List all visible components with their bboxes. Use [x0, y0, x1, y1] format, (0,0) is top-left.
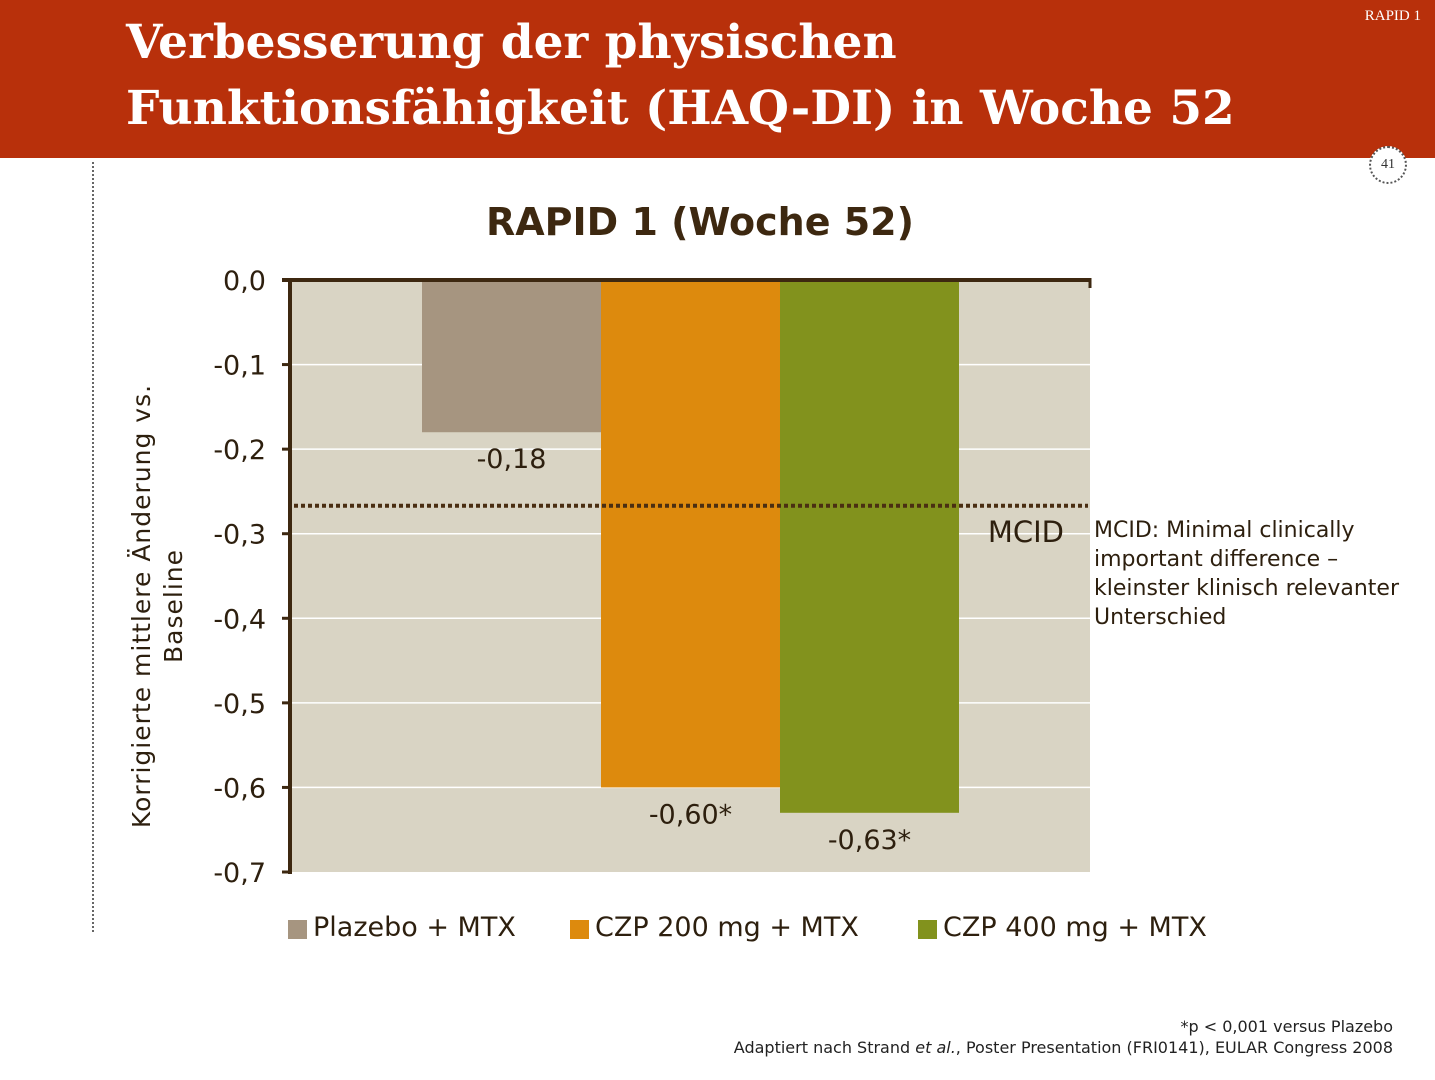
mcid-label: MCID — [988, 515, 1064, 549]
y-tick-label: -0,1 — [213, 351, 266, 382]
legend-label-czp200: CZP 200 mg + MTX — [595, 912, 859, 943]
y-tick-label: -0,7 — [213, 858, 266, 889]
bar-placebo — [422, 280, 601, 433]
y-tick-label: -0,6 — [213, 773, 266, 804]
legend-swatch-placebo — [288, 920, 307, 939]
slide-tag: RAPID 1 — [1364, 8, 1421, 24]
data-label-czp200: -0,60* — [649, 799, 732, 830]
mcid-definition: MCID: Minimal clinically important diffe… — [1094, 518, 1400, 630]
page-number-badge: 41 — [1369, 146, 1407, 184]
y-tick-label: -0,4 — [213, 604, 266, 635]
source-italic: et al. — [915, 1038, 956, 1057]
source-prefix: Adaptiert nach Strand — [733, 1038, 916, 1057]
chart-title: RAPID 1 (Woche 52) — [486, 200, 914, 244]
axes — [282, 278, 1092, 874]
legend-label-czp400: CZP 400 mg + MTX — [943, 912, 1207, 943]
data-labels: -0,18 -0,60* -0,63* — [477, 444, 912, 856]
footnotes: *p < 0,001 versus Plazebo Adaptiert nach… — [734, 1016, 1393, 1058]
bar-czp200 — [601, 280, 780, 788]
y-tick-labels: 0,0 -0,1 -0,2 -0,3 -0,4 -0,5 -0,6 -0,7 — [213, 266, 266, 889]
legend-label-placebo: Plazebo + MTX — [313, 912, 516, 943]
slide-title: Verbesserung der physischen Funktionsfäh… — [126, 15, 1235, 136]
bar-czp400 — [780, 280, 959, 813]
data-label-czp400: -0,63* — [828, 825, 911, 856]
y-tick-label: -0,5 — [213, 689, 266, 720]
legend-swatch-czp200 — [570, 920, 589, 939]
legend-swatch-czp400 — [918, 920, 937, 939]
y-tick-label: -0,3 — [213, 520, 266, 551]
slide-header: Verbesserung der physischen Funktionsfäh… — [0, 0, 1435, 158]
left-dotted-divider — [92, 162, 94, 932]
source-suffix: , Poster Presentation (FRI0141), EULAR C… — [955, 1038, 1393, 1057]
data-label-placebo: -0,18 — [477, 444, 547, 475]
bars — [422, 280, 959, 813]
significance-note: *p < 0,001 versus Plazebo — [1180, 1017, 1394, 1036]
chart-legend: Plazebo + MTX CZP 200 mg + MTX CZP 400 m… — [288, 912, 1288, 952]
y-tick-label: 0,0 — [223, 266, 266, 297]
y-tick-label: -0,2 — [213, 435, 266, 466]
source-citation: Adaptiert nach Strand et al., Poster Pre… — [734, 1037, 1393, 1058]
